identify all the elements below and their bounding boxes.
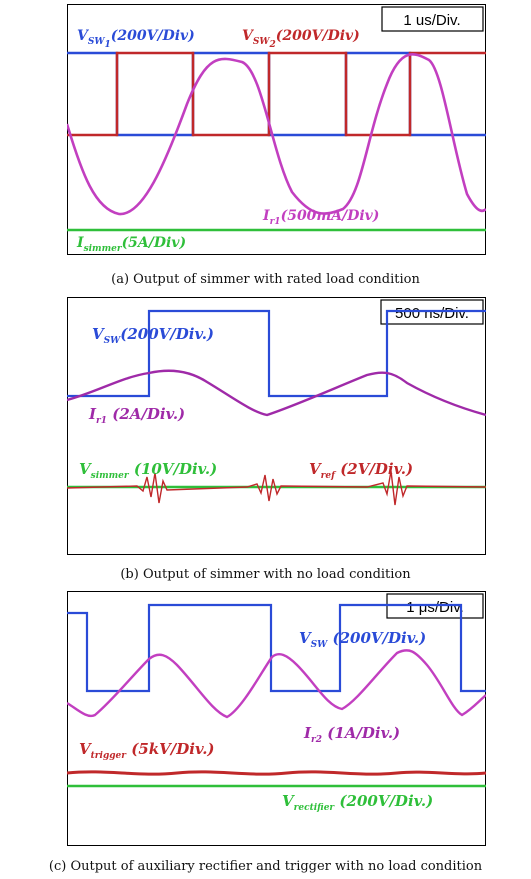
label-vrectifier: Vrectifier (200V/Div.) <box>282 792 433 813</box>
label-vsw-c: VSW (200V/Div.) <box>299 629 426 650</box>
scope-panel-b: 500 ns/Div. VSW(200V/Div.) Ir1 (2A/Div.)… <box>67 297 486 555</box>
label-vtrigger: Vtrigger (5kV/Div.) <box>79 740 215 761</box>
scope-screen-a: 1 us/Div. VSW1(200V/Div) VSW2(200V/Div) … <box>67 4 486 255</box>
timebase-label-b: 500 ns/Div. <box>395 305 469 322</box>
trace-ir1-b <box>67 369 486 417</box>
caption-b: (b) Output of simmer with no load condit… <box>120 567 411 582</box>
label-ir1-b: Ir1 (2A/Div.) <box>88 405 185 426</box>
scope-screen-c: 1 μs/Div. VSW (200V/Div.) Ir2 (1A/Div.) … <box>67 591 486 846</box>
trace-vsw-b <box>67 309 486 398</box>
trace-vsw-c <box>67 603 486 693</box>
label-ir2: Ir2 (1A/Div.) <box>303 724 400 745</box>
scope-panel-a: 1 us/Div. VSW1(200V/Div) VSW2(200V/Div) … <box>67 4 486 255</box>
label-vsw-b: VSW(200V/Div.) <box>92 325 214 346</box>
scope-panel-c: 1 μs/Div. VSW (200V/Div.) Ir2 (1A/Div.) … <box>67 591 486 846</box>
label-isimmer: Isimmer(5A/Div) <box>76 235 186 254</box>
scope-screen-b: 500 ns/Div. VSW(200V/Div.) Ir1 (2A/Div.)… <box>67 297 486 555</box>
label-ir1: Ir1(500mA/Div) <box>262 208 379 227</box>
caption-a: (a) Output of simmer with rated load con… <box>111 272 420 287</box>
label-vsw1: VSW1(200V/Div) <box>77 28 195 50</box>
trace-vref <box>67 470 486 506</box>
trace-ir2 <box>67 649 486 719</box>
trace-ir1 <box>67 53 486 216</box>
caption-c: (c) Output of auxiliary rectifier and tr… <box>48 859 483 874</box>
timebase-label-a: 1 us/Div. <box>403 12 460 29</box>
trace-vsw2 <box>67 51 486 137</box>
label-vsimmer: Vsimmer (10V/Div.) <box>79 460 217 481</box>
timebase-label-c: 1 μs/Div. <box>406 599 464 616</box>
trace-vtrigger <box>67 770 486 776</box>
timebase-box-a <box>381 6 484 32</box>
label-vsw2: VSW2(200V/Div) <box>242 28 360 50</box>
label-vref: Vref (2V/Div.) <box>309 460 413 481</box>
